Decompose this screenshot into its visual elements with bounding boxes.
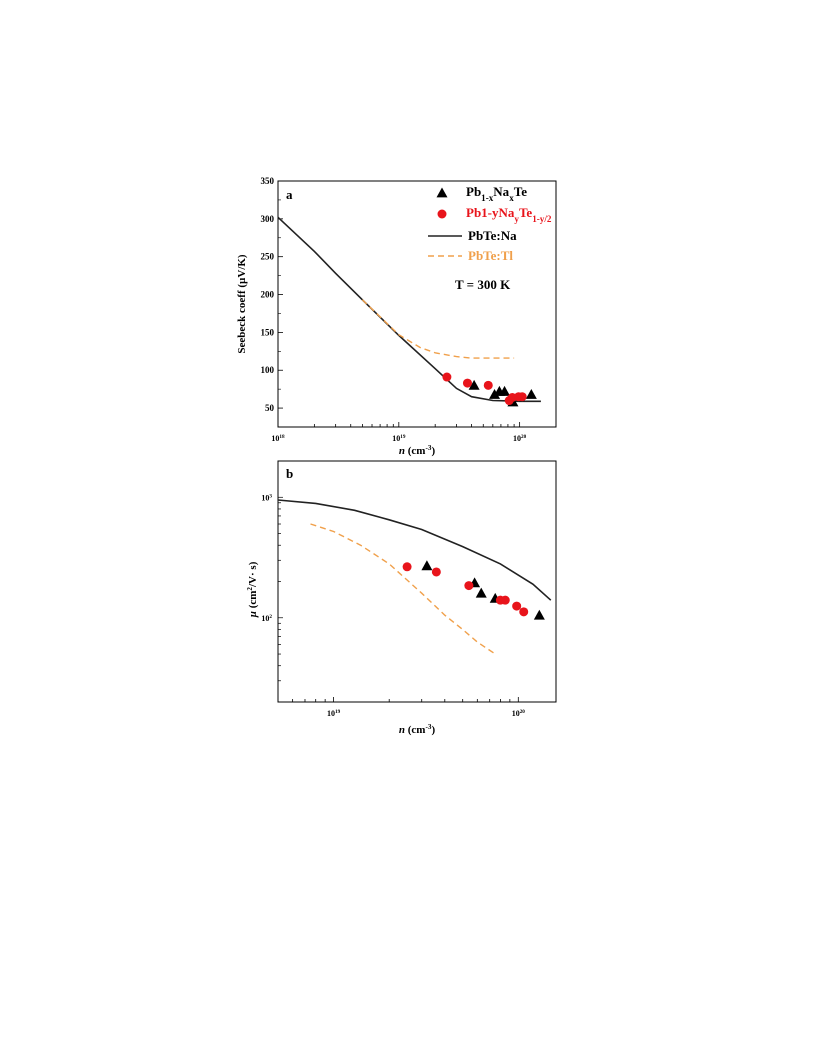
panel-a-y-tick-label: 350 <box>261 176 275 186</box>
panel-b-y-tick-label: 103 <box>261 493 272 502</box>
panel-b-series-1-point <box>512 601 522 611</box>
panel-a: a 50 100 150 200 250 300 350 1018 1019 1020 Seebeck… <box>236 176 557 457</box>
panel-a-series-1-point <box>462 378 472 388</box>
panel-a-letter: a <box>286 187 293 202</box>
panel-b-series-0-point <box>533 609 545 620</box>
panel-a-series-0-point <box>525 388 537 399</box>
legend-marker <box>436 187 448 198</box>
panel-a-series-1-point <box>483 380 493 390</box>
panel-b-letter: b <box>286 466 293 481</box>
panel-a-x-tick-label: 1020 <box>513 434 527 443</box>
panel-a-y-tick-label: 150 <box>261 327 275 337</box>
panel-a-x-tick-label: 1019 <box>392 434 406 443</box>
panel-b-series-1-point <box>464 581 474 591</box>
panel-a-series-1-point <box>442 372 452 382</box>
panel-b-series-1-point <box>402 562 412 572</box>
panel-a-series-0-point <box>499 385 511 396</box>
panel-b-x-tick-label: 1020 <box>512 709 526 718</box>
legend-label: PbTe:Na <box>468 228 517 243</box>
legend-label: Pb1-xNaxTe <box>466 184 527 203</box>
panel-b-y-tick-label: 102 <box>261 614 272 623</box>
legend-label: Pb1-yNayTe1-y/2 <box>466 205 552 224</box>
legend-marker <box>437 209 447 219</box>
panel-a-y-axis-label: Seebeck coeff (µV/K) <box>236 254 248 354</box>
panel-a-series-3-line <box>361 299 515 359</box>
panel-a-y-tick-label: 300 <box>261 214 275 224</box>
panel-a-series-0-point <box>489 388 501 399</box>
panel-a-frame <box>277 180 557 428</box>
panel-b-series-2-line <box>277 499 552 601</box>
temperature-annotation: T = 300 K <box>455 277 511 292</box>
panel-b-x-axis-label: n (cm-3) <box>399 723 436 736</box>
legend-label: PbTe:Tl <box>468 248 513 263</box>
panel-b-series-1-point <box>431 567 441 577</box>
panel-b-x-tick-label: 1019 <box>327 709 341 718</box>
panel-a-series-2-line <box>277 216 541 403</box>
panel-a-series-0-point <box>468 379 480 390</box>
panel-a-x-tick-label: 1018 <box>271 434 285 443</box>
panel-b-series-0-point <box>421 560 433 571</box>
panel-b-series-3-line <box>310 523 496 655</box>
panel-b-series-1-point <box>500 595 510 605</box>
panel-a-series-1-point <box>517 392 527 402</box>
panel-a-x-axis-label: n (cm-3) <box>399 444 436 457</box>
panel-b-series-0-point <box>475 587 487 598</box>
panel-a-y-tick-label: 200 <box>261 290 275 300</box>
panel-a-legend: Pb1-xNaxTe Pb1-yNayTe1-y/2 PbTe:Na PbTe:Tl <box>428 184 552 263</box>
panel-a-y-tick-label: 50 <box>265 403 275 413</box>
panel-b-y-axis-label: µ (cm2/V· s) <box>246 561 259 618</box>
panel-a-y-tick-label: 100 <box>261 365 275 375</box>
panel-a-y-tick-label: 250 <box>261 252 275 262</box>
panel-b-series-1-point <box>519 607 529 617</box>
panel-b: b 102 103 1019 1020 µ (cm2/V· s) n (cm-3) <box>246 460 557 736</box>
